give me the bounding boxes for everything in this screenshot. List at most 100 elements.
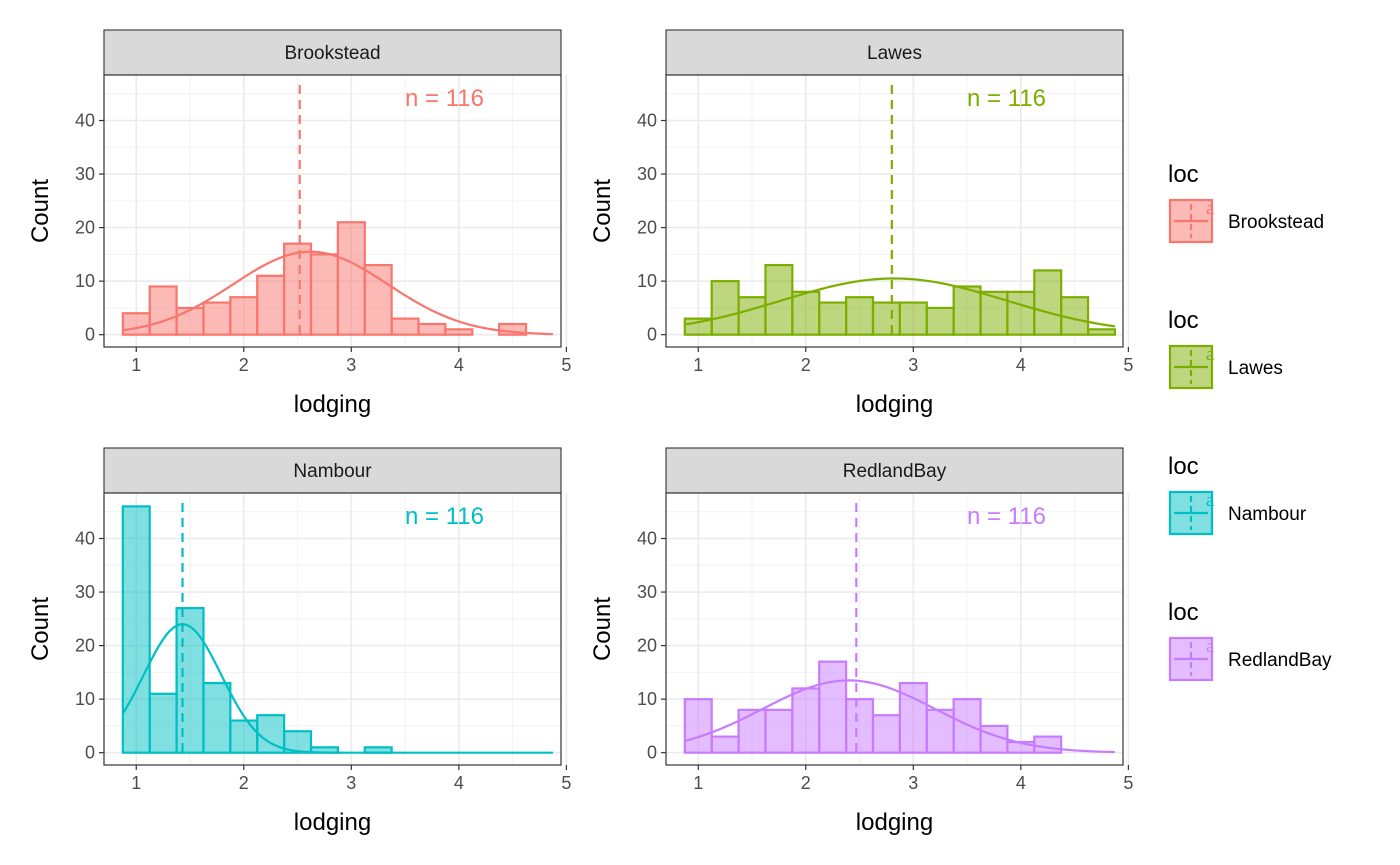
legend-title: loc	[1168, 453, 1199, 480]
sample-size-label: n = 116	[405, 503, 484, 530]
legend-title: loc	[1168, 161, 1199, 188]
x-axis-title: lodging	[294, 391, 371, 418]
density-curve	[684, 679, 1115, 754]
y-tick-label: 30	[75, 582, 95, 602]
histogram-bars	[121, 221, 528, 336]
x-axis-title: lodging	[856, 809, 933, 836]
histogram-bar	[1086, 328, 1117, 336]
facet-strip	[103, 447, 562, 494]
histogram-bar	[390, 317, 420, 336]
y-tick-label: 10	[637, 271, 657, 291]
facet-strip	[103, 29, 562, 76]
y-tick-label: 30	[637, 582, 657, 602]
histogram-bar	[1033, 735, 1063, 754]
histogram-bar	[952, 285, 982, 336]
x-tick-label: 3	[908, 355, 918, 375]
y-tick-label: 0	[85, 743, 95, 763]
histogram-bar	[229, 296, 259, 336]
facet-strip	[665, 29, 1124, 76]
facet-strip-label: RedlandBay	[843, 461, 947, 482]
histogram-bar	[309, 253, 339, 336]
x-tick-label: 5	[1123, 355, 1133, 375]
y-tick-label: 0	[85, 325, 95, 345]
legend-key-text: a	[1206, 636, 1215, 657]
histogram-bar	[363, 263, 393, 336]
histogram-bar	[710, 735, 740, 754]
x-tick-label: 1	[693, 355, 703, 375]
facet-panel-redlandbay: RedlandBay n = 116 1 2 3 4 5 0 10 20 30 40 lodging Co…	[589, 447, 1133, 836]
histogram-bar	[336, 221, 366, 336]
panel-border	[665, 492, 1124, 766]
facet-panel-lawes: Lawes n = 116 1 2 3 4 5 0 10 20 30 40 lodging Count	[589, 29, 1133, 418]
x-tick-label: 4	[454, 773, 464, 793]
legend-key-text: a	[1206, 198, 1215, 219]
histogram-bar	[229, 719, 259, 754]
density-curve	[684, 277, 1116, 328]
x-tick-label: 4	[1016, 773, 1026, 793]
histogram-bar	[871, 714, 901, 754]
histogram-bar	[845, 296, 875, 336]
x-tick-label: 3	[346, 355, 356, 375]
sample-size-label: n = 116	[967, 503, 1046, 530]
histogram-bar	[121, 505, 151, 754]
x-tick-label: 3	[908, 773, 918, 793]
histogram-bar	[148, 692, 178, 754]
y-tick-label: 20	[75, 218, 95, 238]
x-tick-label: 1	[131, 355, 141, 375]
x-tick-label: 4	[1016, 355, 1026, 375]
histogram-bars	[121, 505, 393, 754]
histogram-bars	[683, 660, 1063, 754]
y-tick-label: 0	[647, 743, 657, 763]
facet-strip-label: Brookstead	[284, 43, 380, 64]
density-curve	[122, 250, 553, 336]
y-axis-title: Count	[27, 179, 54, 243]
legend-label: Lawes	[1228, 358, 1283, 379]
histogram-bar	[791, 687, 821, 754]
histogram-bar	[791, 290, 821, 336]
x-tick-label: 2	[801, 355, 811, 375]
histogram-bar	[148, 285, 178, 336]
histogram-bar	[898, 301, 928, 336]
x-axis-title: lodging	[294, 809, 371, 836]
legend-key-text: a	[1206, 490, 1215, 511]
x-tick-label: 5	[561, 773, 571, 793]
y-tick-label: 20	[75, 636, 95, 656]
histogram-bar	[979, 290, 1009, 336]
x-tick-label: 4	[454, 355, 464, 375]
histogram-bar	[710, 280, 740, 336]
histogram-bar	[845, 698, 875, 754]
histogram-bar	[737, 296, 767, 336]
y-tick-label: 40	[75, 111, 95, 131]
histogram-bar	[683, 698, 713, 754]
facet-panel-brookstead: Brookstead n = 116 1 2 3 4 5 0 10 20 30 40 lodging Co…	[27, 29, 571, 418]
y-tick-label: 10	[75, 271, 95, 291]
histogram-bar	[121, 312, 151, 336]
histogram-bar	[283, 730, 313, 754]
histogram-bar	[175, 306, 205, 336]
legend-key-text: a	[1206, 344, 1215, 365]
legend-label: RedlandBay	[1228, 650, 1332, 671]
panel-border	[103, 74, 562, 348]
histogram-bar	[1033, 269, 1063, 336]
y-axis-title: Count	[589, 597, 616, 661]
facet-strip-label: Lawes	[867, 43, 922, 64]
y-tick-label: 30	[75, 164, 95, 184]
facet-panel-nambour: Nambour n = 116 1 2 3 4 5 0 10 20 30 40 lodging Count	[27, 447, 571, 836]
y-axis-title: Count	[27, 597, 54, 661]
histogram-bar	[175, 607, 205, 754]
histogram-bar	[1006, 290, 1036, 336]
y-tick-label: 40	[637, 111, 657, 131]
histogram-bar	[764, 708, 794, 754]
y-tick-label: 40	[637, 529, 657, 549]
y-tick-label: 40	[75, 529, 95, 549]
x-tick-label: 3	[346, 773, 356, 793]
legend-title: loc	[1168, 599, 1199, 626]
sample-size-label: n = 116	[967, 85, 1046, 112]
histogram-bar	[952, 698, 982, 754]
y-tick-label: 0	[647, 325, 657, 345]
